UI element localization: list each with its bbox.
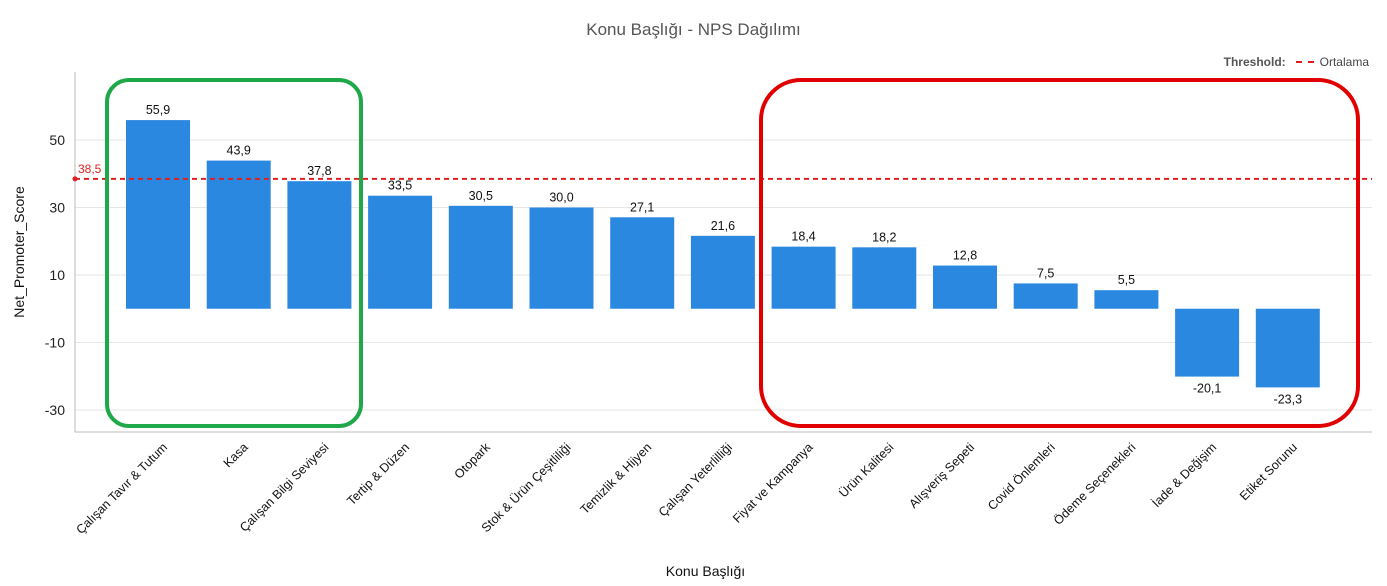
bar [206, 160, 271, 309]
data-label: 37,8 [307, 164, 331, 178]
x-tick-label: Covid Önlemleri [985, 440, 1058, 513]
x-tick-label: Çalışan Bilgi Seviyesi [237, 440, 331, 534]
threshold-legend: Threshold: Ortalama [1224, 55, 1369, 69]
data-label: 12,8 [953, 249, 977, 263]
x-tick-label: Otopark [452, 440, 494, 482]
bar [771, 246, 836, 309]
legend-series-name: Ortalama [1319, 55, 1369, 69]
x-tick-label: Ödeme Seçenekleri [1051, 440, 1139, 528]
bar [368, 195, 433, 309]
data-label: 27,1 [630, 200, 654, 214]
data-label: 30,5 [469, 189, 493, 203]
threshold-label: 38,5 [78, 162, 102, 176]
x-tick-label: Tertip & Düzen [344, 440, 412, 508]
bar [1013, 283, 1078, 309]
y-tick-label: -30 [45, 402, 65, 418]
y-axis-title: Net_Promoter_Score [11, 186, 27, 318]
data-label: 30,0 [549, 191, 573, 205]
y-tick-label: 30 [49, 200, 65, 216]
bar [1175, 308, 1240, 377]
data-label: 33,5 [388, 179, 412, 193]
x-tick-label: Çalışan Tavır & Tutum [73, 440, 170, 537]
bar [610, 217, 675, 309]
bar [126, 120, 190, 309]
x-tick-label: Etiket Sorunu [1237, 440, 1300, 503]
data-label: 55,9 [146, 103, 170, 117]
x-axis-title: Konu Başlığı [666, 563, 745, 579]
red-highlight-box [759, 78, 1360, 428]
y-tick-label: 50 [49, 132, 65, 148]
x-tick-label: Kasa [221, 440, 251, 470]
chart-title: Konu Başlığı - NPS Dağılımı [586, 20, 801, 39]
data-label: 5,5 [1118, 273, 1135, 287]
x-tick-label: Fiyat ve Kampanya [730, 440, 816, 526]
x-tick-label: Ürün Kalitesi [836, 440, 896, 500]
x-tick-label: Alışveriş Sepeti [906, 440, 977, 511]
bar [287, 181, 352, 309]
bar [448, 205, 513, 309]
data-label: -20,1 [1193, 382, 1222, 396]
threshold-marker [72, 176, 78, 182]
bar [529, 207, 594, 309]
legend-title: Threshold: [1223, 55, 1286, 69]
data-label: 18,2 [872, 230, 896, 244]
green-highlight-box [105, 78, 363, 428]
x-tick-label: Stok & Ürün Çeşitliliği [479, 440, 574, 535]
data-label: 18,4 [791, 230, 815, 244]
bar [933, 265, 997, 309]
bar [690, 235, 755, 309]
data-label: 7,5 [1037, 266, 1054, 280]
bar [852, 247, 917, 309]
x-tick-label: İade & Değişim [1149, 440, 1219, 510]
y-tick-label: -10 [45, 335, 65, 351]
data-label: 43,9 [227, 144, 251, 158]
legend-dash-line [1295, 61, 1314, 63]
bar [1255, 308, 1320, 388]
y-tick-label: 10 [49, 267, 65, 283]
bar [1094, 290, 1159, 309]
x-tick-label: Temizlik & Hijyen [578, 440, 655, 517]
x-tick-label: Çalışan Yeterlilliği [656, 440, 735, 519]
data-label: 21,6 [711, 219, 735, 233]
data-label: -23,3 [1274, 392, 1303, 406]
